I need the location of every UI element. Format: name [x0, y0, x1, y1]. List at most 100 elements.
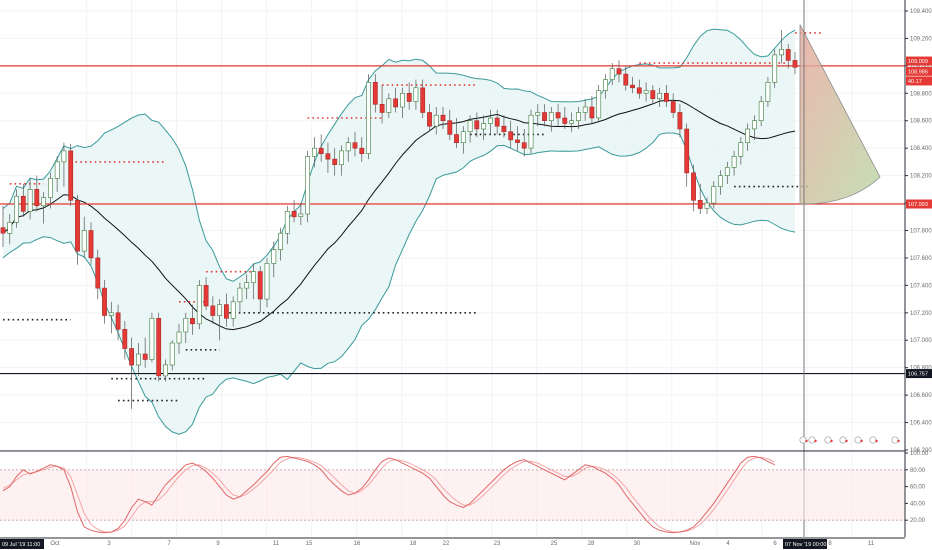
candle [772, 49, 778, 88]
candle-body-bullish [230, 301, 236, 319]
candle-body-bullish [47, 178, 53, 198]
candle-body-bullish [460, 131, 466, 143]
event-marker-icon-dot [860, 439, 863, 443]
time-cursor-tag: 07 Nov '19 00:00 [783, 539, 827, 549]
candle [454, 117, 459, 149]
time-tick-label: 25 [551, 541, 558, 547]
bollinger-upper-line [2, 28, 796, 282]
time-tick-label: 11 [273, 541, 280, 547]
candle-body-bullish [305, 156, 310, 215]
candle-body-bearish [318, 147, 324, 154]
candle-body-bullish [14, 195, 19, 223]
candle [88, 222, 94, 265]
candle [190, 304, 195, 335]
candle-body-bullish [758, 101, 764, 122]
candle [81, 216, 87, 258]
candle [779, 30, 784, 64]
time-tick-label: 28 [588, 541, 595, 547]
candle-body-bullish [81, 230, 87, 252]
candle [0, 205, 6, 247]
candle [298, 203, 304, 225]
candle [325, 142, 331, 173]
candle-body-bearish [447, 120, 453, 135]
candle [460, 126, 466, 154]
candle [589, 96, 595, 124]
candle-body-bearish [115, 312, 121, 330]
candle-body-bullish [724, 167, 730, 176]
candle-body-bearish [224, 304, 229, 319]
event-marker-icon-dot [805, 439, 808, 443]
candle-body-bullish [731, 156, 737, 168]
candle-body-bullish [264, 263, 270, 300]
time-tick-label: 15 [306, 541, 313, 547]
candle-body-bullish [345, 142, 351, 152]
candle-body-bearish [210, 305, 216, 316]
candle [487, 109, 493, 135]
event-marker-icon-dot [830, 439, 833, 443]
candle-body-bullish [528, 114, 534, 149]
event-marker-icon [891, 436, 899, 444]
candle-body-bearish [95, 257, 101, 289]
candle [183, 312, 189, 343]
event-marker-icon-dot [875, 439, 878, 443]
candle [535, 104, 541, 127]
candle [61, 142, 67, 187]
candle-body-bullish [163, 364, 168, 377]
candle [582, 98, 588, 121]
candle-body-bullish [27, 189, 33, 212]
price-tick-label: 107.600 [910, 256, 932, 262]
candle [169, 340, 175, 371]
candle-body-bearish [406, 93, 412, 102]
candle [54, 156, 60, 193]
candle [745, 123, 750, 151]
candle-body-bearish [142, 353, 148, 360]
candle-body-bearish [440, 114, 446, 121]
candle-body-bullish [711, 186, 717, 204]
candle-body-bullish [575, 112, 581, 121]
candle [758, 96, 764, 127]
candle-body-bearish [555, 112, 561, 119]
candle-body-bullish [609, 68, 615, 80]
candle [318, 134, 324, 162]
oscillator-d-line [2, 456, 775, 533]
event-marker-icon [854, 436, 862, 444]
candle-body-bullish [738, 142, 744, 157]
candle-body-bearish [379, 104, 385, 113]
candle-body-bullish [169, 342, 175, 366]
candle-body-bearish [670, 101, 676, 113]
projection-shape[interactable] [799, 0, 900, 537]
candle [636, 79, 642, 99]
price-tick-label: 106.600 [910, 393, 932, 399]
candle-body-bearish [420, 87, 426, 113]
candle [142, 337, 148, 368]
projection-wedge [799, 24, 881, 205]
candle [738, 137, 744, 165]
candle [149, 312, 155, 363]
candle-body-bearish [122, 328, 128, 349]
price-tick-label: 106.400 [910, 421, 932, 427]
candle-body-bearish [88, 230, 94, 259]
candle [237, 282, 243, 313]
event-marker-icon-dot [897, 439, 900, 443]
candle-body-bullish [54, 161, 60, 179]
time-tick-label: 9 [216, 541, 220, 547]
candle [467, 115, 473, 143]
candle [332, 148, 338, 176]
candle [284, 205, 290, 245]
candle-body-bullish [278, 232, 283, 250]
candle [176, 323, 182, 354]
price-tick-label: 107.400 [910, 283, 932, 289]
candle-body-bearish [359, 147, 365, 154]
candle-body-bullish [643, 90, 649, 94]
candle-body-bearish [562, 117, 568, 124]
candles[interactable] [0, 30, 798, 409]
candle [257, 266, 263, 313]
candle-body-bullish [718, 175, 723, 187]
candle-body-bullish [704, 202, 710, 209]
candle [224, 293, 229, 327]
candle-body-bullish [745, 128, 750, 143]
candle [210, 296, 216, 324]
candle-body-bullish [772, 54, 778, 83]
